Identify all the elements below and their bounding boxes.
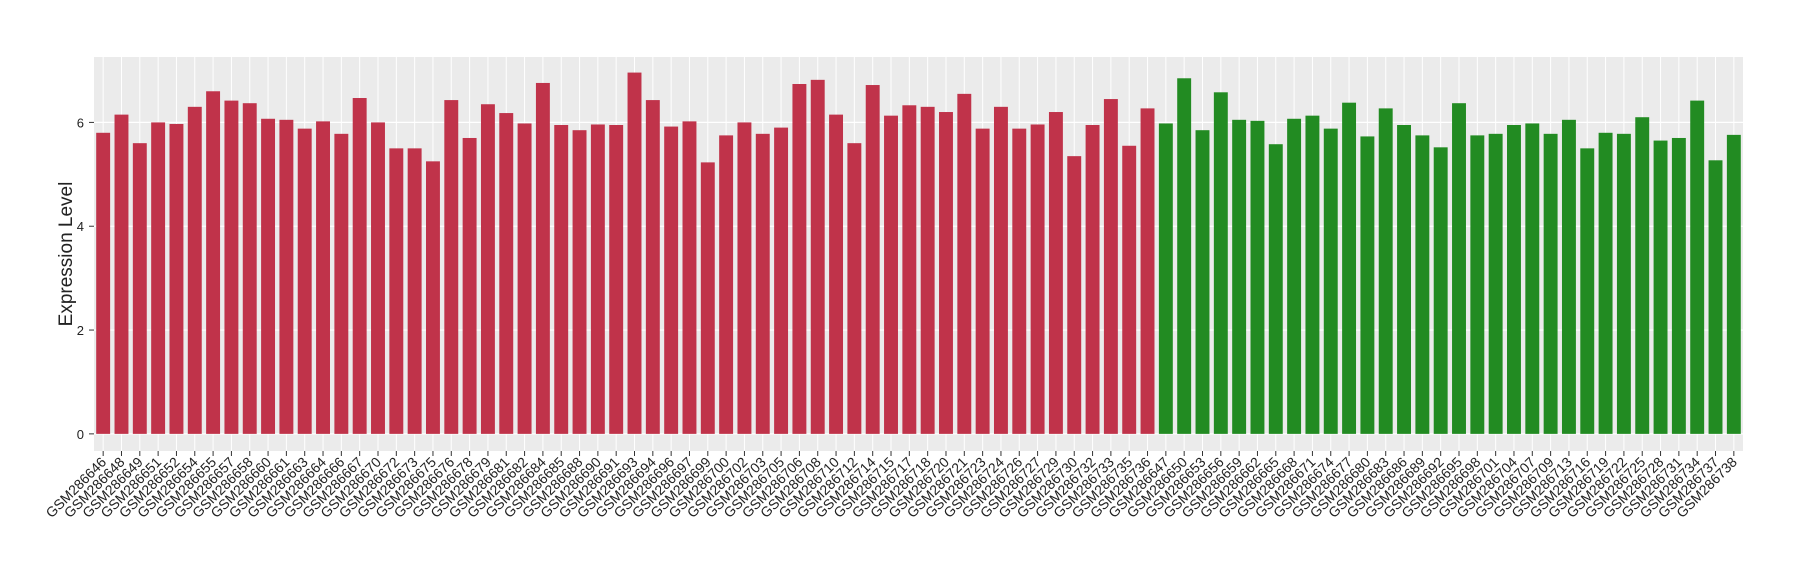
- bar: [462, 137, 477, 434]
- bar: [1415, 135, 1430, 434]
- bar: [1726, 134, 1741, 434]
- bar: [242, 103, 257, 434]
- bar: [939, 112, 953, 434]
- bar: [1507, 125, 1521, 434]
- bar: [645, 100, 660, 434]
- bar: [1085, 125, 1100, 434]
- bar: [1067, 156, 1082, 434]
- bar: [407, 148, 422, 434]
- bar: [96, 132, 111, 434]
- bar: [1287, 118, 1302, 434]
- y-tick-label: 6: [77, 115, 84, 130]
- bar: [609, 125, 624, 434]
- bar: [627, 72, 642, 434]
- bar: [1708, 160, 1723, 434]
- bar: [1671, 137, 1686, 434]
- bar: [554, 125, 569, 434]
- bar: [1561, 119, 1576, 434]
- bar: [1360, 136, 1375, 434]
- bar: [224, 100, 239, 434]
- bar: [1653, 140, 1668, 434]
- bar: [187, 106, 202, 434]
- bar: [334, 133, 349, 434]
- bar: [499, 113, 514, 434]
- bar: [1433, 147, 1448, 434]
- bar: [517, 123, 532, 434]
- bar: [810, 79, 825, 434]
- bar: [389, 148, 404, 434]
- bar: [169, 123, 184, 434]
- bar: [1598, 132, 1613, 434]
- bar: [700, 162, 715, 434]
- bar: [1305, 115, 1320, 434]
- bar: [1213, 92, 1228, 434]
- bar: [957, 93, 972, 434]
- bar: [316, 121, 330, 434]
- bar: [1397, 125, 1412, 434]
- bar: [279, 119, 294, 434]
- bar: [792, 83, 807, 434]
- bar: [1488, 133, 1503, 434]
- bar: [352, 98, 367, 434]
- bar: [1140, 108, 1155, 434]
- bar: [1268, 144, 1283, 434]
- bar: [920, 106, 935, 434]
- y-tick-label: 2: [77, 323, 84, 338]
- bar: [1452, 103, 1466, 434]
- bar: [535, 82, 550, 434]
- y-tick-label: 4: [77, 219, 84, 234]
- bar: [1250, 120, 1265, 434]
- bar: [480, 104, 495, 434]
- bar: [682, 121, 697, 434]
- bar: [1342, 102, 1357, 434]
- bar: [1580, 148, 1595, 434]
- bar: [1158, 123, 1173, 434]
- bar: [993, 106, 1008, 434]
- bar: [774, 127, 789, 434]
- bar: [1323, 128, 1338, 434]
- bar: [829, 114, 844, 434]
- bar: [371, 122, 385, 434]
- bar: [590, 124, 605, 434]
- bar: [884, 115, 898, 434]
- bar: [1030, 124, 1045, 434]
- bar: [425, 161, 440, 434]
- bar: [1616, 133, 1631, 434]
- bar: [865, 85, 880, 434]
- bar: [719, 135, 734, 434]
- y-axis-label: Expression Level: [56, 182, 77, 327]
- bar: [902, 105, 917, 434]
- bar: [114, 114, 129, 434]
- bar: [1177, 78, 1192, 434]
- bar: [261, 118, 276, 434]
- bar: [572, 130, 587, 434]
- bar: [132, 143, 147, 434]
- bar: [1470, 135, 1485, 434]
- bar: [975, 128, 990, 434]
- bar: [1122, 145, 1137, 434]
- y-tick-label: 0: [77, 427, 84, 442]
- bar: [1232, 119, 1247, 434]
- bar: [1195, 130, 1210, 434]
- bar: [1635, 117, 1650, 434]
- bar: [151, 122, 166, 434]
- bar: [206, 91, 221, 434]
- bar: [444, 100, 459, 434]
- bar: [1690, 100, 1705, 434]
- bar: [1543, 133, 1558, 434]
- bar: [297, 128, 312, 434]
- bar: [755, 133, 770, 434]
- bar: [737, 122, 752, 434]
- bar: [664, 126, 679, 434]
- bar: [1012, 128, 1027, 434]
- bar: [847, 143, 862, 434]
- bar: [1103, 99, 1118, 434]
- bar: [1048, 112, 1063, 434]
- bar: [1525, 123, 1540, 434]
- bar: [1378, 108, 1393, 434]
